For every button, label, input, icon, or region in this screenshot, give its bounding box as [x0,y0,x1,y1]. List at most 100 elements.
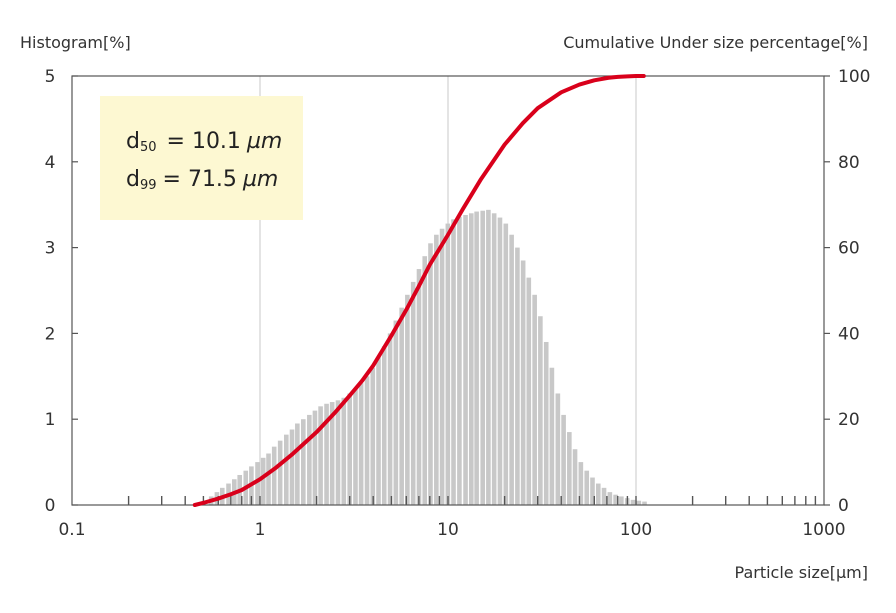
histogram-bar [358,383,364,505]
histogram-bar [387,333,393,505]
histogram-bar [255,462,260,505]
histogram-bar [318,406,323,505]
x-tick-label: 0.1 [58,520,85,540]
y-left-tick-label: 3 [45,239,56,259]
histogram-bar [520,260,526,505]
y-right-tick-label: 100 [838,67,870,87]
y-right-tick-label: 20 [838,410,860,430]
x-tick-label: 1000 [802,520,845,540]
y-left-label: Histogram[%] [20,33,131,52]
histogram-bar [271,446,277,505]
histogram-bar [399,307,404,505]
y-left-tick-label: 2 [45,324,56,344]
x-axis-label: Particle size[µm] [735,563,868,582]
histogram-bar [595,483,601,505]
d50-line: d50 = 10.1 µm [126,129,282,155]
histogram-bar [509,234,514,506]
histogram-bar [341,397,347,505]
histogram-bar [451,219,456,506]
histogram-bar [329,402,335,505]
histogram-bar [445,223,451,505]
histogram-bars [208,209,647,506]
histogram-bar [590,477,595,505]
d50-value: = 10.1 [167,129,241,154]
histogram-bar [324,403,329,505]
histogram-bar [393,320,399,505]
histogram-bar [543,341,549,505]
histogram-bar [642,501,647,505]
histogram-bar [347,393,352,505]
d50-unit: µm [246,129,282,154]
histogram-bar [486,209,491,505]
histogram-bar [532,294,537,505]
histogram-bar [567,432,572,505]
histogram-bar [636,500,642,505]
histogram-bar [260,457,266,505]
y-left-tick-label: 4 [45,153,56,173]
annotation-box [100,96,303,220]
histogram-bar [428,243,433,505]
histogram-bar [335,400,341,505]
histogram-bar [572,449,578,505]
histogram-bar [497,217,503,505]
d50-symbol: d [126,129,140,154]
histogram-bar [353,389,358,505]
histogram-bar [503,223,509,505]
histogram-bar [561,414,566,505]
histogram-bar [301,419,306,505]
histogram-bar [468,213,474,505]
histogram-bar [312,410,318,505]
x-tick-label: 10 [437,520,459,540]
histogram-bar [601,487,607,505]
histogram-bar [491,213,497,505]
histogram-bar [630,499,636,505]
histogram-bar [584,470,590,505]
y-right-tick-label: 80 [838,153,860,173]
histogram-bar [549,367,555,505]
x-tick-label: 1 [255,520,266,540]
d99-line: d99 = 71.5 µm [126,167,278,193]
histogram-bar [538,316,543,505]
histogram-bar [289,429,295,505]
histogram-bar [607,492,613,505]
histogram-bar [307,414,312,505]
histogram-bar [266,453,271,505]
d50-subscript: 50 [140,140,157,155]
cumulative-curve [192,74,646,507]
stats-annotation: d50 = 10.1 µm d99 = 71.5 µm [100,96,303,220]
histogram-bar [619,496,624,505]
histogram-bar [457,216,462,505]
d99-value: = 71.5 [163,167,237,192]
y-left-tick-label: 5 [45,67,56,87]
y-right-tick-label: 60 [838,239,860,259]
histogram-bar [474,211,479,505]
histogram-bar [515,247,520,505]
histogram-bar [439,228,445,505]
y-right-tick-label: 0 [838,496,849,516]
histogram-bar [295,423,300,505]
histogram-bar [416,269,422,505]
x-tick-label: 100 [620,520,652,540]
histogram-bar [376,357,381,505]
histogram-bar [463,215,468,505]
y-left-tick-label: 0 [45,496,56,516]
d99-subscript: 99 [140,178,157,193]
histogram-bar [613,494,618,505]
histogram-bar [578,462,584,505]
d99-unit: µm [242,167,278,192]
histogram-bar [364,376,370,505]
histogram-bar [381,346,387,505]
histogram-bar [555,393,561,505]
histogram-bar [405,294,410,505]
y-left-tick-label: 1 [45,410,56,430]
histogram-bar [526,277,532,505]
histogram-bar [284,434,289,505]
y-right-label: Cumulative Under size percentage[%] [563,33,868,52]
histogram-bar [410,281,416,505]
histogram-bar [480,210,486,505]
histogram-bar [434,234,439,506]
d99-symbol: d [126,167,140,192]
histogram-bar [422,256,428,505]
